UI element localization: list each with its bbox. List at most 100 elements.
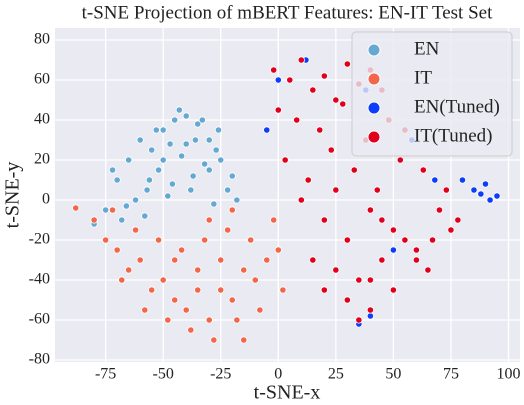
point xyxy=(320,216,328,224)
point xyxy=(447,226,455,234)
point xyxy=(187,326,195,334)
point xyxy=(274,106,282,114)
point xyxy=(304,176,312,184)
point xyxy=(240,336,248,344)
point xyxy=(191,136,200,144)
x-tick-label: -25 xyxy=(210,366,231,383)
point xyxy=(171,116,179,124)
point xyxy=(355,276,363,284)
point xyxy=(343,296,351,304)
point xyxy=(194,286,202,294)
point xyxy=(228,206,236,214)
point xyxy=(217,156,225,164)
point xyxy=(270,66,278,74)
point xyxy=(159,156,167,164)
point xyxy=(214,126,223,134)
x-axis-label: t-SNE-x xyxy=(254,382,321,404)
point xyxy=(205,216,213,224)
x-tick-label: 50 xyxy=(385,366,401,383)
point xyxy=(122,202,130,210)
point xyxy=(175,106,183,114)
point xyxy=(350,166,358,174)
point xyxy=(355,316,363,324)
point xyxy=(217,286,225,294)
y-tick-label: -20 xyxy=(29,231,50,248)
point xyxy=(205,166,213,174)
point xyxy=(240,266,248,274)
point xyxy=(470,186,478,194)
point xyxy=(481,180,490,188)
point xyxy=(201,236,209,244)
legend-label: EN(Tuned) xyxy=(414,96,500,117)
point xyxy=(279,286,287,294)
point xyxy=(131,196,140,204)
point xyxy=(164,192,172,200)
point xyxy=(366,206,374,214)
point xyxy=(145,176,153,184)
point xyxy=(182,140,190,148)
legend-label: EN xyxy=(414,38,440,59)
point xyxy=(182,306,190,314)
point xyxy=(136,256,144,264)
point xyxy=(194,120,202,128)
point xyxy=(281,156,289,164)
legend: EN IT EN(Tuned) IT(Tuned) xyxy=(351,31,513,157)
point xyxy=(148,286,156,294)
legend-marker xyxy=(367,43,381,57)
x-tick-label: 100 xyxy=(496,366,520,383)
chart-title: t-SNE Projection of mBERT Features: EN-I… xyxy=(82,2,493,23)
point xyxy=(493,192,501,200)
point xyxy=(187,186,195,194)
point xyxy=(178,246,186,254)
point xyxy=(108,206,117,214)
point xyxy=(251,276,259,284)
point xyxy=(118,216,126,224)
point xyxy=(189,172,197,180)
y-tick-label: 40 xyxy=(34,111,50,128)
point xyxy=(431,176,439,184)
point xyxy=(228,296,236,304)
legend-marker xyxy=(367,101,381,115)
point xyxy=(320,72,328,80)
point xyxy=(389,226,397,234)
point xyxy=(378,216,386,224)
point xyxy=(274,76,282,84)
point xyxy=(419,166,427,174)
point xyxy=(256,306,264,314)
point xyxy=(136,136,144,144)
point xyxy=(168,180,177,188)
point xyxy=(171,256,179,264)
point xyxy=(178,152,186,160)
point xyxy=(102,206,110,214)
point xyxy=(217,256,225,264)
point xyxy=(316,126,324,134)
point xyxy=(182,112,190,120)
point xyxy=(141,212,149,220)
point xyxy=(90,216,98,224)
point xyxy=(205,136,213,144)
point xyxy=(454,216,462,224)
point xyxy=(102,236,110,244)
point xyxy=(198,116,206,124)
point xyxy=(366,306,374,314)
point xyxy=(458,176,467,184)
point xyxy=(435,206,444,214)
x-tick-label: 0 xyxy=(274,366,282,383)
legend-box xyxy=(351,31,513,157)
y-tick-label: -40 xyxy=(29,271,50,288)
point xyxy=(205,316,213,324)
y-tick-label: 20 xyxy=(34,151,50,168)
point xyxy=(152,126,160,134)
point xyxy=(270,216,278,224)
point xyxy=(274,246,282,254)
point xyxy=(113,246,121,254)
x-tick-label: -50 xyxy=(153,366,174,383)
point xyxy=(343,60,351,68)
point xyxy=(412,256,421,264)
point xyxy=(131,226,140,234)
point xyxy=(286,76,294,84)
point xyxy=(118,276,126,284)
point xyxy=(327,146,335,154)
x-tick-label: 75 xyxy=(443,366,459,383)
